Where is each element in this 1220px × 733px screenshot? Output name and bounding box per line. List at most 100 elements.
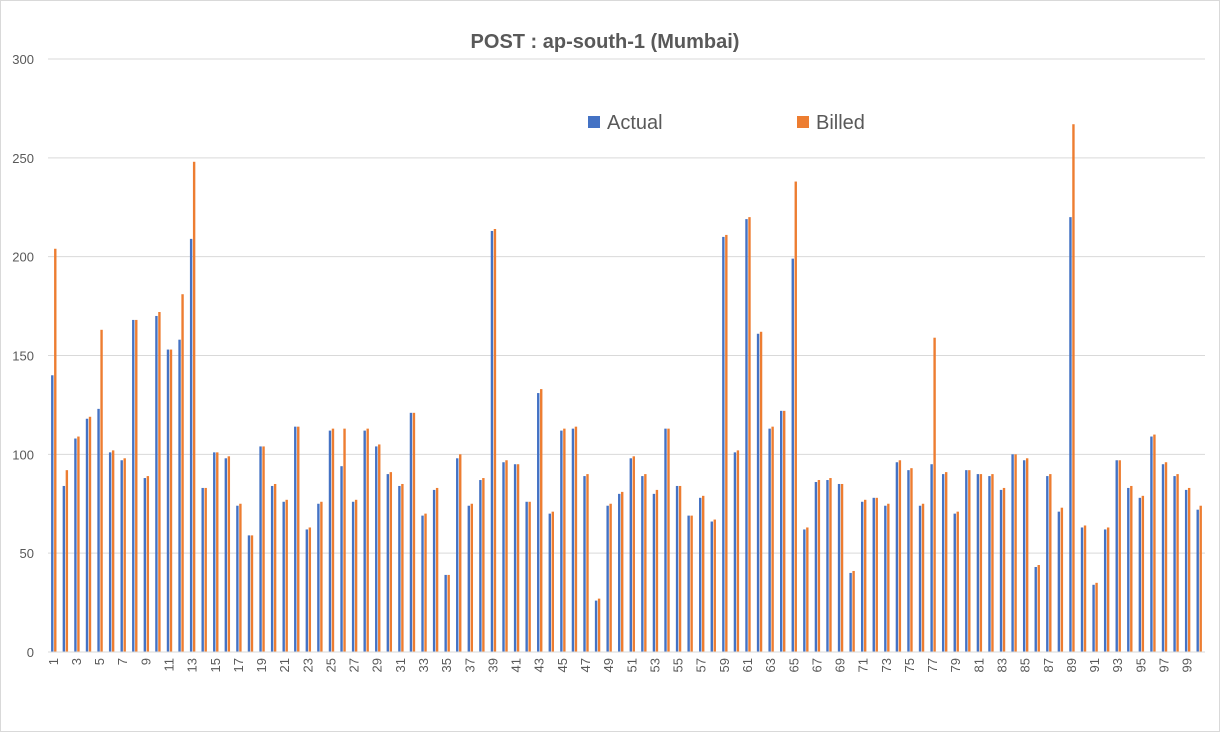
x-tick-label: 43 (532, 658, 547, 672)
bar-actual-10 (155, 315, 158, 652)
bar-actual-3 (74, 438, 77, 652)
bar-billed-72 (875, 497, 878, 652)
bar-billed-87 (1049, 474, 1052, 652)
y-tick-label: 50 (20, 546, 34, 561)
bar-billed-62 (759, 331, 763, 652)
bar-billed-20 (273, 483, 277, 652)
bar-billed-91 (1095, 582, 1098, 652)
bar-billed-51 (632, 456, 635, 652)
bar-billed-74 (898, 460, 902, 652)
bar-billed-55 (678, 485, 682, 652)
bar-billed-96 (1153, 434, 1156, 652)
bar-billed-22 (297, 426, 300, 652)
bar-actual-87 (1046, 476, 1049, 652)
x-tick-label: 13 (185, 658, 200, 672)
bar-billed-25 (331, 428, 335, 652)
bar-billed-68 (829, 478, 832, 652)
bar-billed-46 (574, 426, 578, 652)
chart-title: POST : ap-south-1 (Mumbai) (471, 31, 740, 53)
bar-billed-40 (505, 460, 508, 652)
x-tick-label: 7 (115, 658, 130, 665)
bar-billed-100 (1199, 505, 1202, 652)
x-tick-label: 31 (393, 658, 408, 672)
bar-billed-27 (354, 499, 358, 652)
bar-billed-23 (308, 527, 312, 652)
bar-billed-65 (794, 181, 797, 653)
x-tick-label: 81 (971, 658, 986, 672)
bar-actual-81 (976, 474, 980, 652)
bar-actual-42 (525, 501, 528, 652)
bar-billed-39 (493, 228, 497, 653)
x-tick-label: 5 (92, 658, 107, 665)
x-tick-label: 59 (717, 658, 732, 672)
bar-billed-83 (1002, 487, 1006, 652)
bar-billed-66 (806, 527, 809, 652)
bar-actual-44 (548, 513, 551, 652)
bar-billed-6 (111, 450, 115, 652)
bar-billed-75 (910, 468, 913, 652)
bar-actual-31 (398, 485, 401, 652)
y-tick-label: 0 (27, 645, 34, 660)
bar-actual-83 (999, 489, 1003, 652)
bar-actual-8 (132, 319, 135, 652)
x-tick-label: 83 (995, 658, 1010, 672)
bar-actual-35 (444, 574, 447, 652)
bar-actual-100 (1196, 509, 1199, 652)
x-tick-label: 19 (254, 658, 269, 672)
bar-billed-86 (1037, 565, 1040, 652)
bar-actual-46 (571, 428, 575, 652)
bar-actual-94 (1127, 487, 1130, 652)
bar-actual-89 (1069, 217, 1072, 652)
bar-billed-93 (1118, 460, 1121, 652)
bar-billed-47 (586, 474, 589, 652)
bar-actual-15 (213, 452, 216, 652)
bar-actual-11 (166, 349, 170, 652)
y-tick-label: 300 (12, 52, 34, 67)
bar-actual-48 (594, 600, 598, 652)
bar-billed-7 (123, 458, 126, 652)
bar-billed-33 (424, 513, 427, 652)
bar-actual-72 (872, 497, 875, 652)
bar-actual-99 (1184, 489, 1188, 652)
bar-billed-82 (991, 474, 994, 652)
bar-actual-18 (247, 535, 251, 652)
bar-actual-75 (907, 470, 910, 652)
bar-actual-78 (941, 474, 945, 652)
bar-actual-13 (189, 238, 193, 652)
x-tick-label: 15 (208, 658, 223, 672)
bar-actual-76 (918, 505, 922, 652)
bar-billed-79 (956, 511, 959, 652)
bar-billed-10 (158, 312, 161, 652)
bar-actual-33 (421, 515, 424, 652)
x-tick-label: 33 (416, 658, 431, 672)
bar-billed-35 (447, 574, 450, 652)
bar-actual-93 (1115, 460, 1118, 652)
bar-actual-19 (259, 446, 262, 652)
bar-billed-41 (516, 464, 520, 652)
legend-swatch-billed (797, 116, 809, 128)
bar-actual-91 (1092, 584, 1095, 652)
bar-actual-97 (1161, 464, 1165, 652)
x-tick-label: 23 (300, 658, 315, 672)
x-tick-label: 69 (833, 658, 848, 672)
bar-billed-12 (181, 294, 184, 652)
bar-actual-40 (502, 462, 505, 652)
y-tick-label: 250 (12, 151, 34, 166)
bar-actual-69 (837, 483, 841, 652)
legend-label-billed: Billed (816, 112, 865, 134)
bar-actual-30 (386, 474, 390, 652)
bar-billed-63 (771, 426, 774, 652)
x-tick-label: 37 (462, 658, 477, 672)
bar-actual-95 (1138, 497, 1142, 652)
bar-billed-73 (887, 503, 890, 652)
bar-actual-2 (62, 485, 66, 652)
x-tick-label: 47 (578, 658, 593, 672)
bar-actual-58 (710, 521, 713, 652)
bar-billed-70 (852, 570, 855, 652)
bar-actual-51 (629, 458, 632, 652)
x-tick-label: 95 (1133, 658, 1148, 672)
bar-billed-49 (609, 503, 612, 652)
x-tick-label: 25 (323, 658, 338, 672)
bar-actual-5 (97, 408, 100, 652)
